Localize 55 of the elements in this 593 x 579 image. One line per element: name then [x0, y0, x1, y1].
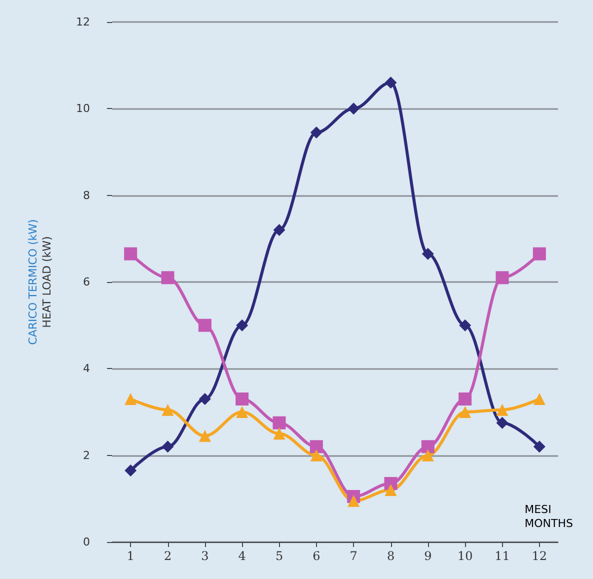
point: [161, 271, 174, 284]
x-axis-title: MESI MONTHS: [524, 503, 574, 530]
y-axis-title: CARICO TERMICO (kW) HEAT LOAD (kW): [26, 219, 54, 345]
point: [459, 406, 472, 418]
point: [422, 248, 434, 260]
point: [348, 494, 360, 507]
point: [236, 406, 248, 418]
point: [533, 393, 546, 405]
point: [458, 392, 472, 406]
point: [459, 319, 472, 332]
x-tick-label: 6: [312, 549, 320, 563]
x-tick-label: 9: [424, 549, 432, 563]
y-tick-label: 2: [83, 448, 90, 462]
point: [496, 271, 509, 284]
point: [384, 76, 397, 89]
point: [236, 392, 249, 406]
y-tick-label: 12: [76, 16, 90, 28]
point: [348, 102, 360, 115]
x-tick-label: 1: [126, 549, 134, 563]
x-tick-label: 3: [201, 549, 209, 563]
point: [198, 393, 211, 405]
y-tick-label: 4: [83, 362, 90, 376]
x-tick-label: 12: [532, 549, 548, 563]
point: [496, 416, 508, 429]
y-tick-label: 6: [83, 276, 90, 288]
x-tick-label: 4: [238, 549, 246, 563]
point: [124, 393, 137, 405]
point: [162, 404, 174, 416]
point: [272, 416, 286, 430]
point: [310, 126, 322, 138]
point: [310, 449, 322, 462]
x-tick-label: 10: [457, 549, 473, 563]
point: [421, 440, 434, 454]
y-tick-label: 8: [83, 188, 90, 202]
x-tick-label: 2: [164, 549, 172, 563]
point: [198, 318, 212, 332]
point: [124, 464, 137, 476]
x-tick-label: 5: [275, 549, 284, 563]
point: [310, 440, 323, 454]
x-tick-label: 11: [494, 549, 510, 563]
point: [422, 449, 434, 462]
point: [236, 319, 248, 332]
y-tick-label: 10: [76, 102, 90, 116]
y-tick-label: 0: [83, 536, 90, 548]
point: [496, 404, 508, 416]
point: [198, 430, 211, 442]
point: [273, 428, 286, 440]
point: [384, 484, 397, 496]
point: [273, 224, 286, 236]
point: [162, 440, 174, 453]
point: [124, 247, 138, 260]
x-tick-label: 8: [386, 549, 395, 563]
x-tick-label: 7: [350, 549, 358, 563]
point: [533, 440, 546, 453]
point: [532, 247, 546, 260]
